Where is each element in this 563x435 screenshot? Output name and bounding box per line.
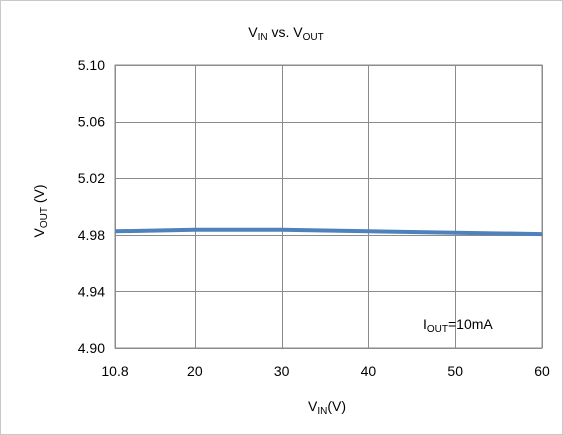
y-tick-label: 4.94 xyxy=(78,283,105,299)
y-axis-label: VOUT (V) xyxy=(31,184,50,237)
y-tick-labels: 4.90 4.94 4.98 5.02 5.06 5.10 xyxy=(78,57,105,356)
title-mid: vs. V xyxy=(268,24,304,40)
xlabel-main: V xyxy=(308,398,318,414)
x-tick-label: 60 xyxy=(534,363,550,379)
ylabel-unit: (V) xyxy=(31,184,47,207)
title-tail-sub: OUT xyxy=(303,32,324,43)
x-tick-label: 20 xyxy=(187,363,203,379)
annotation-main: I xyxy=(423,316,427,332)
plot-background xyxy=(114,64,543,349)
x-tick-label: 40 xyxy=(361,363,377,379)
y-tick-label: 5.06 xyxy=(78,114,105,130)
x-tick-label: 50 xyxy=(447,363,463,379)
y-tick-label: 4.98 xyxy=(78,227,105,243)
grid xyxy=(115,65,543,349)
plot-area xyxy=(114,64,543,349)
y-tick-label: 5.02 xyxy=(78,170,105,186)
x-tick-label: 10.8 xyxy=(101,363,128,379)
xlabel-unit: (V) xyxy=(327,398,346,414)
title-main-sub: IN xyxy=(258,32,268,43)
y-tick-label: 4.90 xyxy=(78,340,105,356)
y-tick-label: 5.10 xyxy=(78,57,105,73)
ylabel-main: V xyxy=(31,228,47,238)
chart-title: VIN vs. VOUT xyxy=(248,24,323,43)
x-tick-label: 30 xyxy=(274,363,290,379)
series-layer xyxy=(114,227,543,237)
series-line xyxy=(114,227,543,237)
annotation-text: =10mA xyxy=(448,316,493,332)
xlabel-sub: IN xyxy=(317,406,327,417)
title-main: V xyxy=(248,24,258,40)
annotation-iout: IOUT=10mA xyxy=(423,316,493,335)
ylabel-sub: OUT xyxy=(39,207,50,228)
annotation-sub: OUT xyxy=(427,324,448,335)
x-axis-label: VIN(V) xyxy=(308,398,346,417)
x-tick-labels: 10.8 20 30 40 50 60 xyxy=(101,363,550,379)
